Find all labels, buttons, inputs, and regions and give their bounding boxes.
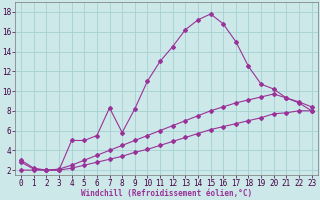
X-axis label: Windchill (Refroidissement éolien,°C): Windchill (Refroidissement éolien,°C) bbox=[81, 189, 252, 198]
